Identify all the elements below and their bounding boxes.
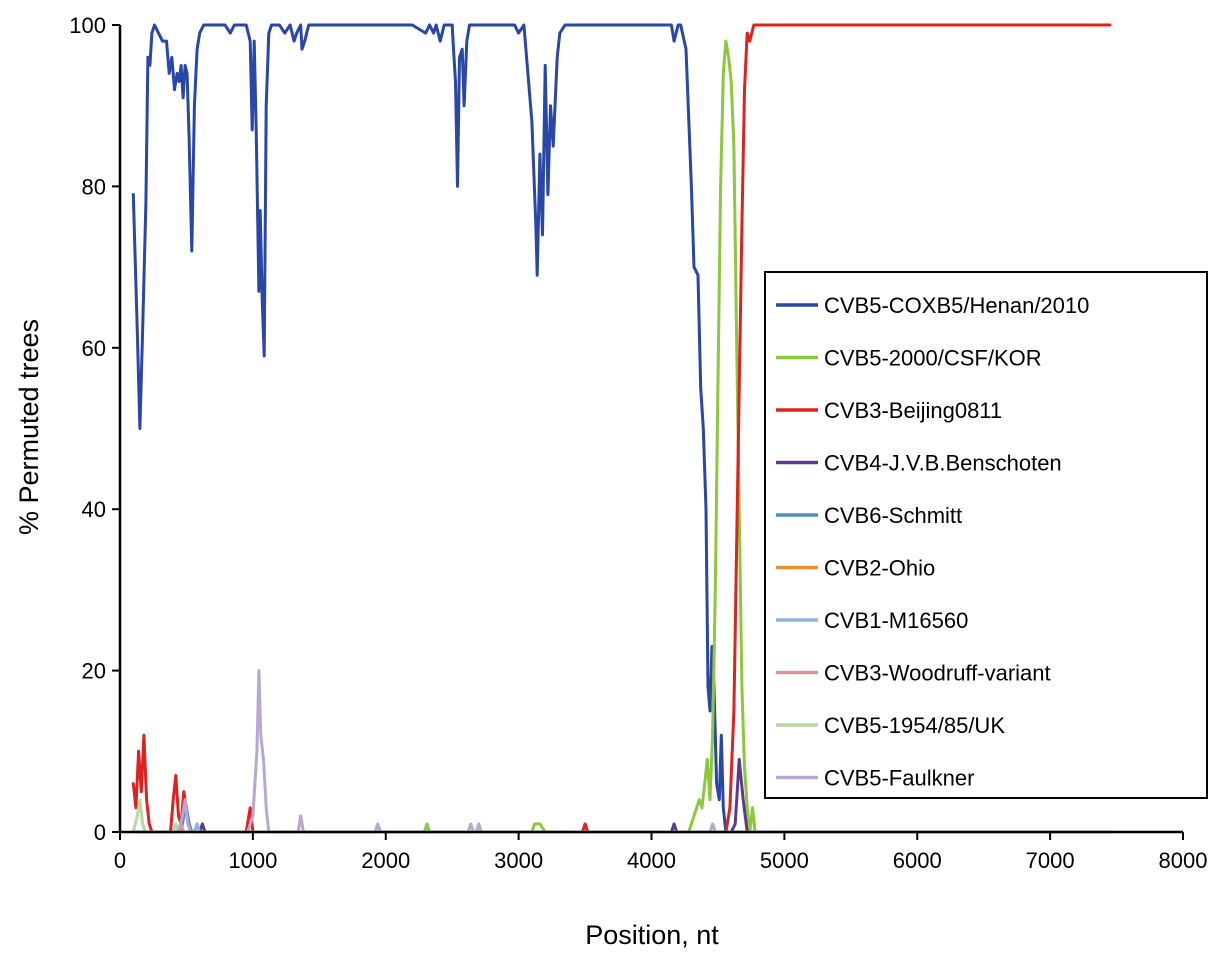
ticks: 0 1000 2000 3000 4000 5000 6000 7000 8000 0 20 40 60… bbox=[69, 13, 1207, 873]
series-line-cvb5-coxb5-henan-2010 bbox=[131, 23, 1112, 834]
x-tick-label: 4000 bbox=[627, 848, 676, 873]
y-tick-label: 0 bbox=[94, 820, 106, 845]
legend-label-cvb5-coxb5-henan-2010: CVB5-COXB5/Henan/2010 bbox=[824, 293, 1089, 318]
legend-box bbox=[764, 271, 1208, 799]
x-tick-label: 3000 bbox=[494, 848, 543, 873]
y-tick-label: 60 bbox=[82, 336, 106, 361]
legend-label-cvb2-ohio: CVB2-Ohio bbox=[824, 556, 935, 581]
x-tick-label: 8000 bbox=[1159, 848, 1208, 873]
x-tick-label: 1000 bbox=[228, 848, 277, 873]
legend-label-cvb3-beijing0811: CVB3-Beijing0811 bbox=[824, 398, 1002, 423]
x-tick-label: 0 bbox=[114, 848, 126, 873]
legend: CVB5-COXB5/Henan/2010 CVB5-2000/CSF/KOR CV… bbox=[764, 271, 1208, 799]
x-tick-label: 7000 bbox=[1026, 848, 1075, 873]
legend-label-cvb6-schmitt: CVB6-Schmitt bbox=[824, 503, 962, 528]
legend-label-cvb5-2000-csf-kor: CVB5-2000/CSF/KOR bbox=[824, 346, 1042, 371]
series-line-cvb5-1954-85-uk bbox=[131, 798, 1112, 834]
x-tick-label: 6000 bbox=[893, 848, 942, 873]
x-tick-label: 5000 bbox=[760, 848, 809, 873]
legend-label-cvb1-m16560: CVB1-M16560 bbox=[824, 608, 968, 633]
legend-label-cvb5-1954-85-uk: CVB5-1954/85/UK bbox=[824, 713, 1005, 738]
legend-label-cvb5-faulkner: CVB5-Faulkner bbox=[824, 766, 974, 791]
x-axis-title: Position, nt bbox=[585, 920, 719, 950]
series-line-cvb5-2000-csf-kor bbox=[131, 39, 1112, 834]
y-axis-title: % Permuted trees bbox=[14, 319, 44, 535]
series-line-cvb6-schmitt bbox=[131, 806, 1112, 834]
series-line-cvb3-beijing0811 bbox=[131, 23, 1112, 834]
y-tick-label: 100 bbox=[69, 13, 106, 38]
legend-label-cvb3-woodruff-variant: CVB3-Woodruff-variant bbox=[824, 661, 1051, 686]
legend-label-cvb4-j-v-b-benschoten: CVB4-J.V.B.Benschoten bbox=[824, 451, 1062, 476]
y-tick-label: 80 bbox=[82, 174, 106, 199]
y-tick-label: 40 bbox=[82, 497, 106, 522]
y-tick-label: 20 bbox=[82, 659, 106, 684]
series-line-cvb5-faulkner bbox=[131, 669, 1112, 834]
x-tick-label: 2000 bbox=[361, 848, 410, 873]
